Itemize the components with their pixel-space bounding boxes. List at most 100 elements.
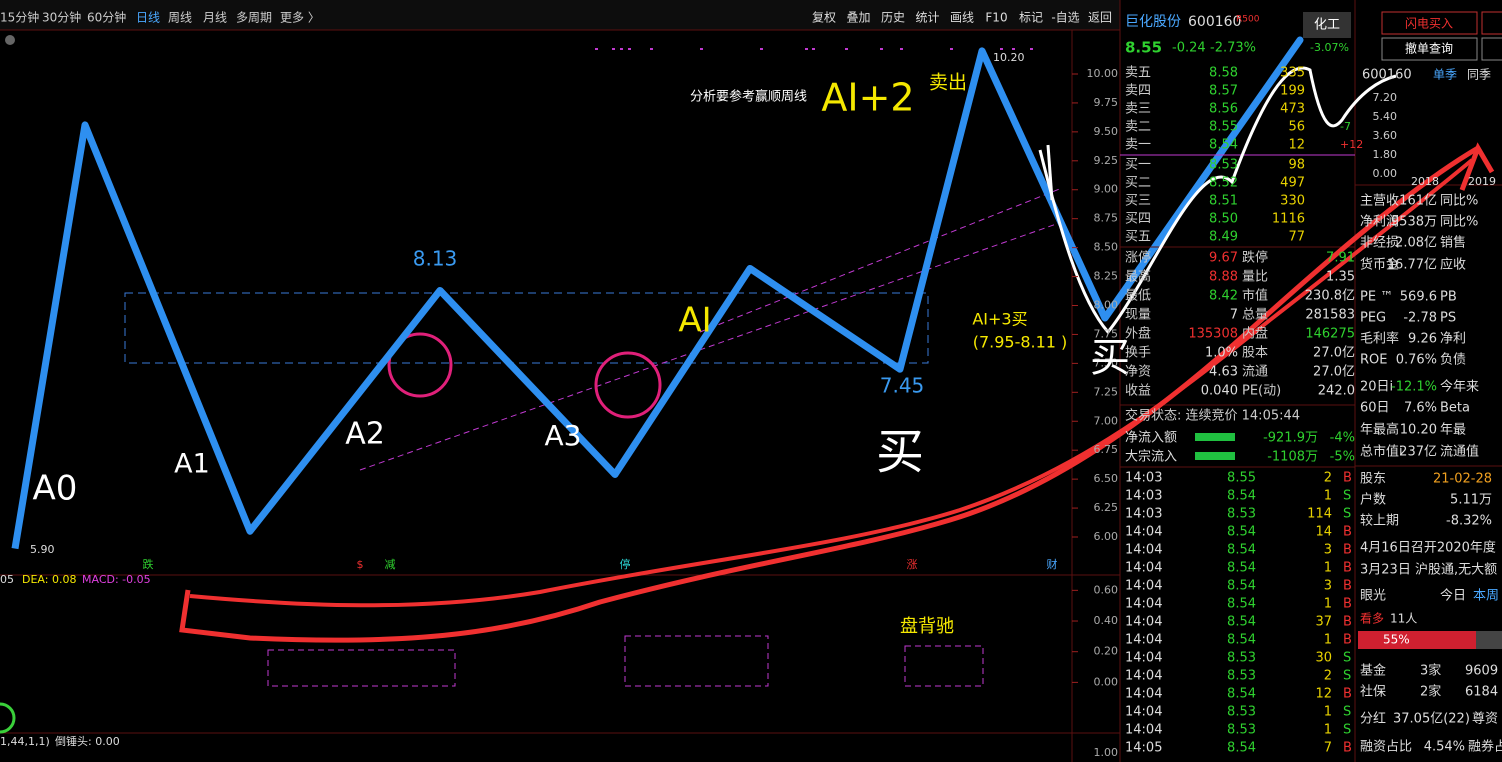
period-tab[interactable]: 15分钟 [0,10,39,25]
tool-button[interactable]: -自选 [1051,11,1079,25]
tick-side: B [1343,579,1352,594]
button-frame[interactable] [1381,11,1478,35]
holder-label: 户数 [1360,492,1386,508]
y-tick-label: 8.50 [1094,241,1119,254]
indicator-icon [0,702,16,734]
annotation: 买 [876,424,924,480]
fund-extra: PS [1440,311,1456,326]
y-tick-label: 7.75 [1094,327,1119,340]
holder-value: -8.32% [1446,514,1492,529]
tick-volume: 1 [1324,561,1332,576]
stat-value: 1.0% [1205,346,1238,361]
period-tab[interactable]: 60分钟 [87,10,126,25]
tick-time: 14:03 [1125,471,1162,486]
annotation: 分析要参考赢顺周线 [690,89,807,105]
event-marker: $ [357,558,364,571]
sector: 化工 [1314,18,1340,33]
fund-label: 非经损 [1360,236,1399,251]
fund-label: 分红 [1360,711,1386,727]
stat-value: 281583 [1305,308,1355,323]
button[interactable]: 撤单查询 [1405,41,1453,56]
y-tick-label: 8.75 [1094,212,1119,225]
button-frame[interactable] [1381,37,1478,61]
tick-side: S [1343,669,1351,684]
period-tab[interactable]: 月线 [203,11,227,25]
sector-pct: -3.07% [1310,41,1349,54]
tool-button[interactable]: 叠加 [846,11,870,25]
tick-volume: 2 [1324,471,1332,486]
fund-label: 基金 [1360,663,1386,679]
mini-axis-label: 1.80 [1373,148,1398,161]
collapse-icon[interactable] [5,35,15,45]
period-tab[interactable]: 日线 [136,11,160,25]
period-tab[interactable]: 更多 〉 [280,11,320,25]
tab[interactable]: 同季 [1467,68,1491,82]
mini-axis-label: 0.00 [1373,167,1398,180]
y-tick-label: 6.75 [1094,443,1119,456]
period-tab[interactable]: 多周期 [236,11,272,25]
fund-value: 2.08亿 [1395,236,1437,251]
tab[interactable]: 单季 [1433,68,1457,82]
vision-title: 眼光 [1360,589,1386,604]
stat-value: 27.0亿 [1313,365,1355,380]
fund-value: 9.26 [1408,332,1437,347]
y-tick-label: 6.25 [1094,501,1119,514]
event-marker: 停 [620,557,631,571]
annotation: (7.95-8.11 ) [973,333,1068,352]
macd-box [624,635,769,687]
book-label: 买一 [1125,158,1151,173]
fund-extra: 同比% [1440,215,1478,230]
indicator-legend: 1,44,1,1) [0,735,50,748]
tick-time: 14:04 [1125,669,1162,684]
period-tab[interactable]: 周线 [168,11,192,25]
flow-bar [1195,433,1235,441]
tool-button[interactable]: 返回 [1088,11,1112,25]
tick-side: S [1343,651,1351,666]
annotation: 买 [1090,335,1130,381]
tool-button[interactable]: 统计 [915,11,939,25]
book-price: 8.58 [1209,66,1238,81]
tick-price: 8.54 [1227,633,1256,648]
fund-label: PE ™ [1360,290,1393,305]
fund-label: 社保 [1360,684,1386,700]
flow-pct: -4% [1330,431,1355,446]
hand-line [1101,36,1304,322]
fund-extra: 负债 [1440,353,1466,368]
y-tick-label: 9.00 [1094,183,1119,196]
tool-button[interactable]: 标记 [1019,11,1043,25]
book-label: 卖一 [1125,138,1151,153]
tool-button[interactable]: F10 [985,11,1007,25]
tool-button[interactable]: 历史 [881,11,905,25]
fund-label: 融资占比 [1360,740,1412,755]
tick-price: 8.55 [1227,471,1256,486]
badge: R500 [1236,15,1260,25]
news-item: 3月23日 沪股通,无大额 [1360,562,1497,578]
event-marker: 财 [1047,557,1058,571]
tick-price: 8.53 [1227,669,1256,684]
book-price: 8.56 [1209,102,1238,117]
button[interactable]: 闪电买入 [1405,17,1453,31]
highlight-circle [594,351,662,419]
tool-button[interactable]: 画线 [950,11,974,25]
fund-extra: 今年来 [1440,379,1479,395]
book-volume: 330 [1280,194,1305,209]
stock-name: 巨化股份 [1125,14,1181,30]
stat-label: 现量 [1125,308,1151,323]
period-tab[interactable]: 30分钟 [42,10,81,25]
button-frame[interactable] [1481,37,1502,61]
book-label: 卖三 [1125,102,1151,117]
stat-value: 4.63 [1209,365,1238,380]
stat-label: 内盘 [1242,326,1268,342]
book-price: 8.52 [1209,176,1238,191]
tool-button[interactable]: 复权 [812,11,836,25]
tick-volume: 30 [1315,651,1332,666]
book-volume: 56 [1288,120,1305,135]
fund-value: 4.54% [1424,740,1465,755]
book-price: 8.55 [1209,120,1238,135]
button-frame[interactable] [1481,11,1502,35]
signal-dot [595,48,598,50]
mini-axis-label: 7.20 [1373,91,1398,104]
fund-value: 569.6 [1400,290,1437,305]
signal-dot [612,48,615,50]
book-price: 8.57 [1209,84,1238,99]
